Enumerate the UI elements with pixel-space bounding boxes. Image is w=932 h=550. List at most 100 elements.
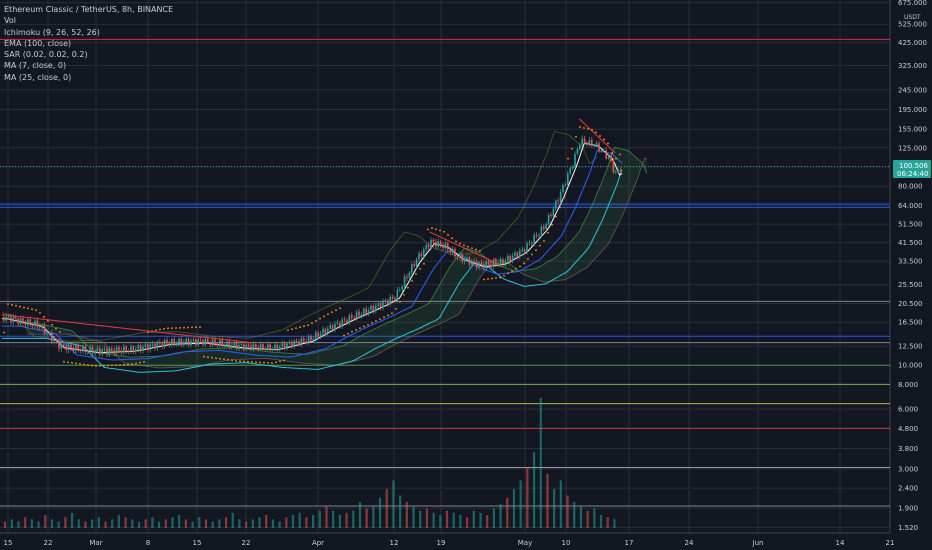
volume-bar: [258, 517, 261, 528]
horizontal-levels: [0, 38, 890, 507]
volume-bar: [338, 515, 341, 528]
candle-body: [310, 336, 312, 340]
candle-body: [118, 347, 120, 351]
indicator-lines: [1, 130, 648, 373]
sar-dot: [195, 326, 197, 329]
volume-bar: [399, 495, 402, 528]
candle-body: [288, 342, 291, 344]
sar-dot: [611, 152, 613, 154]
sar-dot: [419, 268, 421, 270]
candle-body: [10, 316, 12, 323]
candle-body: [317, 332, 319, 337]
candle-body: [341, 319, 343, 327]
volume-bar: [245, 521, 248, 528]
volume-bar: [579, 506, 583, 528]
time-tick-label: 19: [437, 539, 446, 547]
candle-body: [207, 339, 209, 342]
volume-bar: [506, 497, 509, 528]
volume-bar: [372, 506, 375, 528]
volume-bar: [50, 519, 54, 528]
legend-vol[interactable]: Vol: [4, 16, 16, 26]
candle-body: [70, 344, 72, 348]
candle-body: [53, 339, 55, 342]
countdown-value: 06:24:40: [897, 170, 928, 178]
candle-body: [514, 252, 516, 256]
sar-dot: [527, 258, 529, 260]
time-axis[interactable]: 15 22 Mar 8 15 22 Apr 12 19 May 10 17 24 Jun 14 21: [4, 539, 895, 547]
sar-dot: [491, 277, 493, 280]
candle-body: [331, 325, 334, 330]
legend-symbol-title[interactable]: Ethereum Classic / TetherUS, 8h, BINANCE: [4, 5, 174, 14]
candle-body: [478, 262, 480, 268]
legend-ma25[interactable]: MA (25, close, 0): [4, 72, 72, 82]
candle-body: [89, 347, 91, 351]
candle-body: [27, 319, 29, 325]
sar-dot: [519, 265, 521, 268]
candle-body: [401, 286, 403, 290]
candle-body: [144, 344, 147, 347]
legend-sar[interactable]: SAR (0.02, 0.02, 0.2): [4, 50, 88, 60]
candle-body: [41, 325, 43, 328]
candle-body: [34, 320, 36, 326]
candle-body: [149, 344, 151, 350]
sar-dot: [559, 206, 561, 209]
volume-bar: [231, 512, 234, 528]
sar-dot: [259, 361, 261, 364]
sar-dot: [475, 248, 477, 251]
candle-body: [550, 214, 552, 216]
candle-body: [339, 322, 341, 327]
volume-bar: [158, 521, 161, 528]
candle-body: [471, 260, 473, 265]
price-tick-label: 1.520: [898, 524, 918, 532]
sar-dot: [479, 249, 481, 252]
candle-body: [267, 344, 269, 350]
candle-body: [151, 343, 154, 345]
volume-bar: [211, 521, 214, 528]
sar-dot: [11, 304, 13, 306]
candle-body: [408, 272, 411, 278]
candle-body: [358, 311, 360, 316]
volume-bar: [519, 480, 522, 528]
candle-body: [65, 345, 67, 351]
sar-dot: [423, 262, 425, 265]
legend-ma7[interactable]: MA (7, close, 0): [4, 61, 67, 71]
candle-body: [142, 346, 144, 351]
candle-body: [533, 234, 535, 244]
candle-body: [123, 346, 125, 353]
candle-body: [615, 171, 617, 173]
sar-dot: [59, 330, 61, 333]
candle-body: [531, 242, 533, 244]
price-tick-label: 10.000: [898, 362, 923, 370]
candle-body: [238, 344, 240, 350]
volume-bar: [291, 515, 295, 528]
sar-dot: [539, 244, 541, 247]
candle-body: [161, 343, 163, 347]
candle-body: [547, 214, 550, 225]
candle-body: [327, 328, 329, 334]
sar-dots: [3, 126, 621, 367]
volume-bar: [412, 506, 415, 528]
sar-dot: [411, 279, 413, 282]
candle-body: [576, 148, 579, 154]
price-axis[interactable]: USDT 675.000 525.000 425.000 325.000 245.000…: [898, 0, 927, 532]
candle-body: [399, 289, 401, 291]
time-tick-label: 22: [44, 539, 53, 547]
sar-dot: [163, 327, 165, 330]
candle-body: [473, 260, 475, 262]
candle-body: [375, 305, 377, 311]
candle-body: [307, 336, 310, 343]
candle-body: [432, 239, 435, 242]
volume-bar: [298, 512, 301, 528]
legend-ema[interactable]: EMA (100, close): [4, 38, 72, 48]
candle-body: [103, 348, 106, 350]
sar-dot: [587, 127, 589, 130]
sar-dot: [155, 329, 157, 332]
sar-dot: [447, 234, 449, 236]
legend-ichimoku[interactable]: Ichimoku (9, 26, 52, 26): [4, 27, 100, 37]
candle-body: [139, 345, 142, 351]
candle-body: [240, 344, 243, 346]
sar-dot: [323, 315, 325, 318]
volume-bar: [452, 512, 455, 528]
chart-grid: [0, 0, 891, 534]
